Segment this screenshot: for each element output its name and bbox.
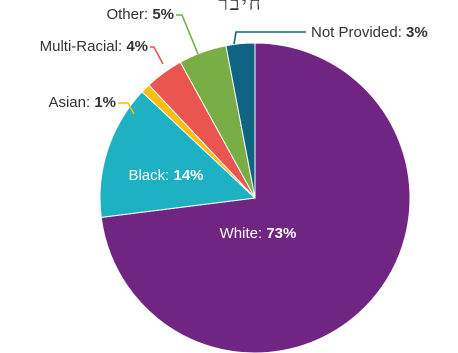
slice-label-name: Multi-Racial: — [40, 38, 127, 55]
pie-slices — [99, 42, 411, 353]
pie-slice-not-provided — [225, 42, 256, 199]
slice-label-value: 4% — [126, 38, 148, 55]
slice-labels: White: 73% Black: 14% Asian: 1% Multi-Racia… — [40, 6, 428, 242]
slice-label-name: White: — [220, 225, 267, 242]
slice-label-value: 73% — [266, 225, 296, 242]
slice-label-name: Not Provided: — [311, 24, 406, 41]
slice-label-white: White: 73% — [220, 225, 297, 242]
pie-slice-black — [99, 91, 257, 218]
slice-label-value: 1% — [94, 94, 116, 111]
slice-label-other: Other: 5% — [106, 6, 174, 23]
leader-line-not-provided — [233, 31, 306, 45]
cropped-heading-fragment: חיבר — [218, 0, 263, 14]
slice-label-asian: Asian: 1% — [48, 94, 116, 111]
slice-label-not-provided: Not Provided: 3% — [311, 24, 428, 41]
slice-label-value: 5% — [152, 6, 174, 23]
leader-lines — [118, 14, 306, 115]
slice-label-black: Black: 14% — [128, 167, 203, 184]
slice-label-multi-racial: Multi-Racial: 4% — [40, 38, 148, 55]
slice-label-name: Asian: — [48, 94, 94, 111]
leader-line-multi-racial — [150, 46, 164, 65]
slice-label-value: 3% — [406, 24, 428, 41]
slice-label-name: Other: — [106, 6, 152, 23]
leader-line-asian — [118, 102, 135, 115]
leader-line-other — [176, 14, 199, 55]
slice-label-name: Black: — [128, 167, 173, 184]
slice-label-value: 14% — [173, 167, 203, 184]
